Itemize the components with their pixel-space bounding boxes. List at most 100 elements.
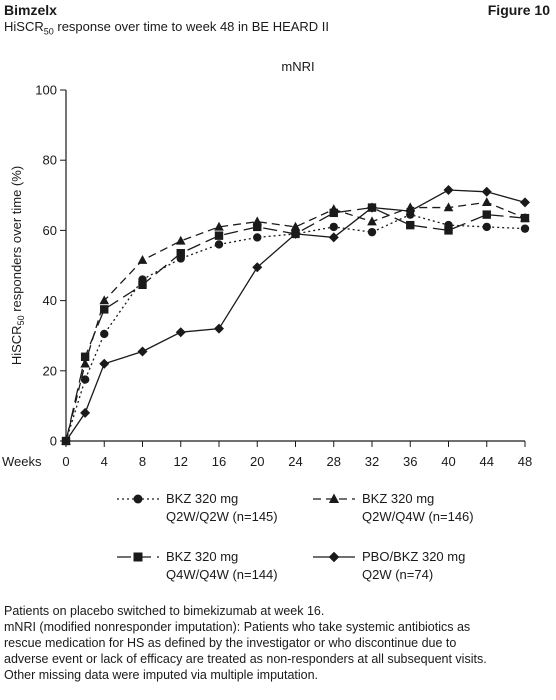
footnotes: Patients on placebo switched to bimekizu… <box>4 603 554 683</box>
header: Bimzelx HiSCR50 response over time to we… <box>4 2 329 41</box>
legend-item: PBO/BKZ 320 mg Q2W (n=74) <box>312 548 465 584</box>
x-tick-label: 12 <box>174 454 188 469</box>
x-tick-label: 8 <box>139 454 146 469</box>
x-tick-label: 36 <box>403 454 417 469</box>
legend-label: BKZ 320 mg Q2W/Q2W (n=145) <box>166 490 278 526</box>
data-point <box>100 329 109 339</box>
series-4 <box>61 185 530 446</box>
x-tick-label: 44 <box>480 454 494 469</box>
data-point <box>443 185 454 196</box>
data-point <box>329 208 338 218</box>
legend-label: BKZ 320 mg Q4W/Q4W (n=144) <box>166 548 278 584</box>
series-1 <box>61 210 530 446</box>
legend-symbol <box>117 494 159 504</box>
legend-symbol <box>313 551 355 563</box>
subtitle-text-rest: response over time to week 48 in BE HEAR… <box>53 19 330 34</box>
subtitle-text: HiSCR <box>4 19 44 34</box>
data-point <box>80 407 91 418</box>
data-point <box>80 375 90 384</box>
data-point <box>176 249 185 258</box>
y-tick-label: 100 <box>35 83 57 98</box>
data-point <box>520 213 530 223</box>
data-point <box>481 186 492 197</box>
data-point <box>520 197 530 208</box>
legend-symbol <box>117 552 159 562</box>
data-point <box>367 202 377 213</box>
data-point <box>252 262 263 273</box>
data-point <box>61 436 71 446</box>
legend-marker <box>133 494 143 504</box>
data-point <box>175 235 186 245</box>
series-line <box>65 201 526 442</box>
series-line <box>65 206 526 442</box>
y-tick-label: 60 <box>43 223 57 238</box>
y-tick-label: 40 <box>43 293 57 308</box>
data-point <box>80 352 90 361</box>
data-point <box>482 222 491 232</box>
legend-label-line2: Q2W (n=74) <box>362 567 434 582</box>
y-tick-label: 0 <box>50 434 57 449</box>
y-axis-label: HiSCR50 responders over time (%) <box>9 166 26 365</box>
data-point <box>367 227 377 237</box>
data-point <box>214 240 224 249</box>
legend-item: BKZ 320 mg Q4W/Q4W (n=144) <box>116 548 278 584</box>
legend-marker <box>133 552 143 562</box>
legend-label-line1: BKZ 320 mg <box>166 491 239 506</box>
data-point <box>214 221 224 231</box>
subtitle-subscript: 50 <box>43 26 54 37</box>
footnote-line: mNRI (modified nonresponder imputation):… <box>4 620 471 634</box>
data-point <box>520 224 530 233</box>
data-point <box>175 327 186 338</box>
data-point <box>406 220 415 230</box>
data-point <box>214 231 224 240</box>
figure-subtitle: HiSCR50 response over time to week 48 in… <box>4 18 329 41</box>
legend-label-line2: Q4W/Q4W (n=144) <box>166 567 278 582</box>
y-tick-label: 20 <box>43 363 57 378</box>
data-point <box>80 358 90 368</box>
data-point <box>253 222 262 232</box>
footnote-line: Other missing data were imputed via mult… <box>4 668 319 682</box>
legend-label-line1: BKZ 320 mg <box>166 549 239 564</box>
data-point <box>137 255 148 264</box>
footnote-line: rescue medication for HS as defined by t… <box>4 636 457 650</box>
legend-label: BKZ 320 mg Q2W/Q4W (n=146) <box>362 490 474 526</box>
x-tick-label: 20 <box>250 454 264 469</box>
x-tick-label: 28 <box>327 454 341 469</box>
figure-label: Figure 10 <box>487 2 550 18</box>
x-tick-label: 16 <box>212 454 226 469</box>
data-point <box>290 228 301 239</box>
legend-label-line1: BKZ 320 mg <box>362 491 435 506</box>
legend-item: BKZ 320 mg Q2W/Q2W (n=145) <box>116 490 278 526</box>
chart-title: mNRI <box>281 59 314 74</box>
legend-label-line2: Q2W/Q4W (n=146) <box>362 509 474 524</box>
data-point <box>367 216 377 226</box>
legend-marker <box>328 493 340 503</box>
data-point <box>328 232 339 243</box>
data-point <box>481 197 492 207</box>
x-axis-label: Weeks <box>2 454 42 469</box>
legend-marker <box>328 551 340 563</box>
legend-symbol <box>313 493 355 503</box>
data-point <box>482 210 491 219</box>
data-point <box>290 221 301 231</box>
legend-item: BKZ 320 mg Q2W/Q4W (n=146) <box>312 490 474 526</box>
data-point <box>444 226 453 235</box>
data-point <box>99 358 110 369</box>
footnote-line: Patients on placebo switched to bimekizu… <box>4 604 325 618</box>
legend-label: PBO/BKZ 320 mg Q2W (n=74) <box>362 548 465 584</box>
x-tick-label: 0 <box>62 454 69 469</box>
data-point <box>253 233 262 242</box>
data-point <box>443 202 454 212</box>
data-point <box>405 206 416 217</box>
series-3 <box>61 203 530 446</box>
footnote-line: adverse event or lack of efficacy are tr… <box>4 652 487 666</box>
data-point <box>138 280 147 290</box>
data-point <box>329 222 338 232</box>
series-line <box>65 189 526 442</box>
data-point <box>137 346 148 357</box>
data-point <box>214 323 224 334</box>
x-tick-label: 32 <box>365 454 379 469</box>
y-tick-label: 80 <box>43 153 57 168</box>
data-point <box>99 295 110 305</box>
